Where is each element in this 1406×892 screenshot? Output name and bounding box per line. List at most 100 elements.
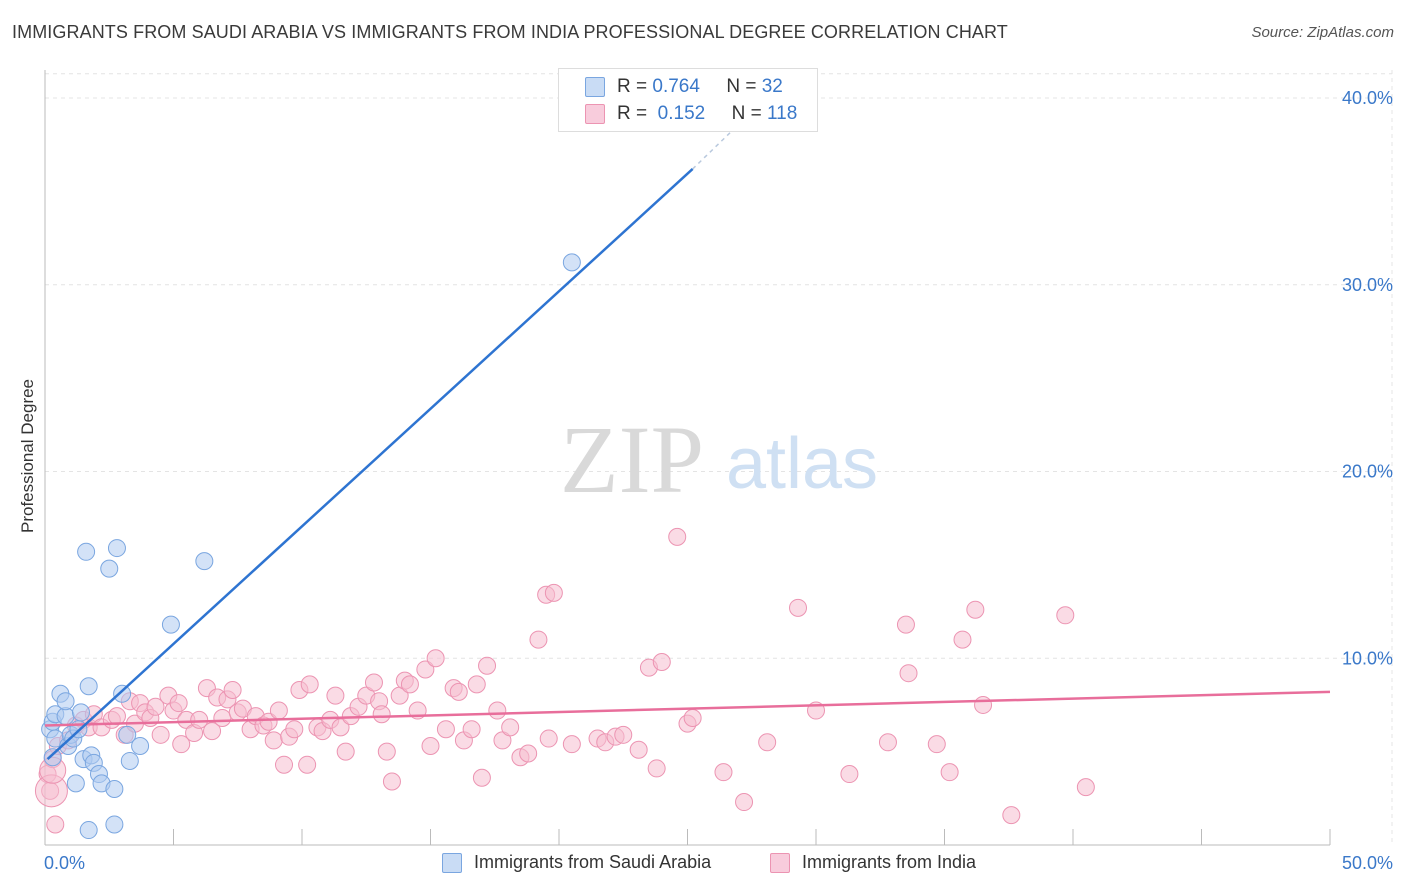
data-point-india xyxy=(735,793,754,812)
data-point-saudi xyxy=(100,559,119,578)
series-india-points xyxy=(34,527,1095,834)
legend-r-label: R = xyxy=(617,103,648,124)
data-point-india xyxy=(203,722,222,741)
data-point-saudi xyxy=(120,751,139,770)
data-point-saudi xyxy=(113,684,132,703)
data-point-india xyxy=(426,649,445,668)
legend-item-india[interactable]: Immigrants from India xyxy=(770,852,976,873)
legend-swatch-saudi xyxy=(585,77,605,97)
series-legend: Immigrants from Saudi Arabia Immigrants … xyxy=(0,852,1406,876)
data-point-saudi xyxy=(66,774,85,793)
data-point-india xyxy=(269,701,288,720)
legend-item-saudi[interactable]: Immigrants from Saudi Arabia xyxy=(442,852,711,873)
data-point-india xyxy=(647,759,666,778)
watermark-atlas: atlas xyxy=(726,424,878,504)
data-point-saudi xyxy=(562,253,581,272)
source-label: Source: ZipAtlas.com xyxy=(1251,24,1394,41)
data-point-saudi xyxy=(161,615,180,634)
legend-label-india: Immigrants from India xyxy=(802,852,977,872)
legend-n-value-india: 118 xyxy=(767,103,798,124)
data-point-saudi xyxy=(118,725,137,744)
trend-lines xyxy=(44,123,1331,761)
axes xyxy=(44,70,1331,846)
data-point-india xyxy=(529,630,548,649)
data-point-india xyxy=(169,694,188,713)
data-point-india xyxy=(382,772,401,791)
data-point-india xyxy=(789,598,808,617)
data-point-india xyxy=(629,740,648,759)
data-point-india xyxy=(416,660,435,679)
data-point-india xyxy=(896,615,915,634)
data-point-saudi xyxy=(43,748,62,767)
watermark: ZIP atlas xyxy=(560,406,878,513)
data-point-india xyxy=(927,735,946,754)
data-point-india xyxy=(840,765,859,784)
data-point-india xyxy=(172,735,191,754)
data-point-india xyxy=(467,675,486,694)
chart-title: IMMIGRANTS FROM SAUDI ARABIA VS IMMIGRAN… xyxy=(12,22,1008,42)
gridlines xyxy=(45,70,1393,845)
legend-r-value-india: 0.152 xyxy=(657,103,706,124)
data-point-saudi xyxy=(77,542,96,561)
data-point-india xyxy=(377,742,396,761)
data-point-india xyxy=(1056,606,1075,625)
legend-n-value-saudi: 32 xyxy=(761,76,783,97)
y-tick-label: 20.0% xyxy=(1342,462,1393,482)
data-point-india xyxy=(966,600,985,619)
data-point-india xyxy=(107,707,126,726)
data-point-india xyxy=(539,729,558,748)
data-point-india xyxy=(298,755,317,774)
trend-line-india xyxy=(44,690,1331,727)
data-point-india xyxy=(501,718,520,737)
data-point-india xyxy=(372,705,391,724)
legend-n-label: N = xyxy=(731,103,762,124)
legend-n-label: N = xyxy=(726,76,757,97)
data-point-india xyxy=(264,731,283,750)
legend-swatch-saudi xyxy=(442,852,462,873)
legend-r-label: R = xyxy=(617,76,648,97)
data-point-india xyxy=(714,763,733,782)
data-point-india xyxy=(436,720,455,739)
data-point-india xyxy=(614,725,633,744)
data-point-india xyxy=(300,675,319,694)
trend-line-saudi-extension xyxy=(692,123,740,170)
data-point-india xyxy=(758,733,777,752)
data-point-saudi xyxy=(79,821,98,840)
legend-swatch-india xyxy=(585,104,605,124)
data-point-india xyxy=(190,710,209,729)
data-point-india xyxy=(259,712,278,731)
data-point-india xyxy=(878,733,897,752)
data-point-india xyxy=(488,701,507,720)
data-point-india xyxy=(146,697,165,716)
series-saudi-points xyxy=(41,253,581,840)
data-point-saudi xyxy=(105,779,124,798)
data-point-india xyxy=(472,768,491,787)
data-point-india xyxy=(668,527,687,546)
data-point-saudi xyxy=(195,552,214,571)
y-tick-label: 40.0% xyxy=(1342,88,1393,108)
data-point-saudi xyxy=(71,703,90,722)
data-point-india xyxy=(400,675,419,694)
x-tick-label-min: 0.0% xyxy=(44,853,85,873)
data-point-india xyxy=(449,682,468,701)
data-point-india xyxy=(1002,806,1021,825)
data-point-saudi xyxy=(56,692,75,711)
x-tick-label-max: 50.0% xyxy=(1342,853,1393,873)
y-tick-label: 10.0% xyxy=(1342,648,1393,668)
legend-swatch-india xyxy=(770,852,790,873)
data-point-india xyxy=(1076,778,1095,797)
data-point-india xyxy=(364,673,383,692)
data-point-india xyxy=(223,681,242,699)
data-point-india xyxy=(562,735,581,754)
data-point-saudi xyxy=(79,677,98,696)
data-point-saudi xyxy=(105,815,124,834)
y-tick-label: 30.0% xyxy=(1342,275,1393,295)
data-point-india xyxy=(478,656,497,675)
data-point-india xyxy=(940,763,959,782)
data-point-india xyxy=(519,744,538,763)
data-point-india xyxy=(326,686,345,705)
data-point-india xyxy=(652,652,671,671)
data-point-india xyxy=(899,664,918,683)
data-point-india xyxy=(285,720,304,739)
